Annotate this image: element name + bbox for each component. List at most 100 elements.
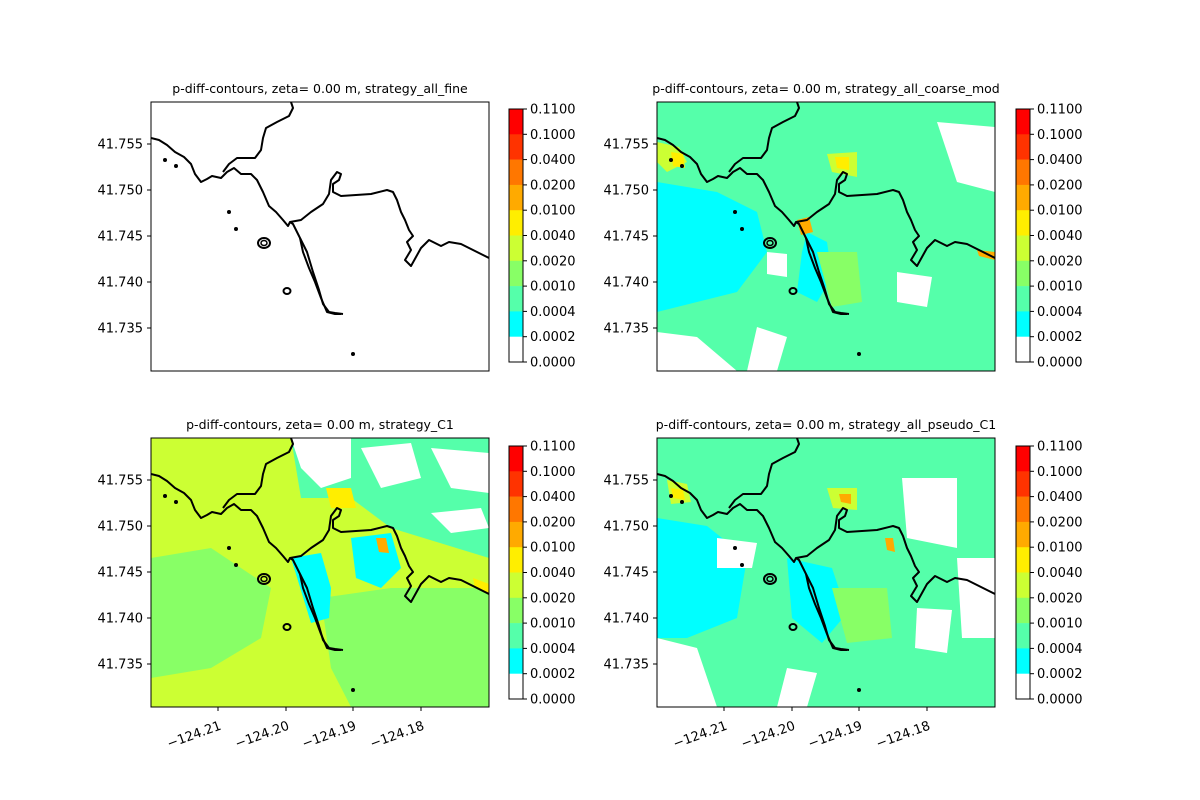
colorbar-segment (1016, 648, 1030, 674)
coastline-3 (289, 507, 489, 603)
island-small (282, 287, 292, 295)
x-tick-label: −124.21 (165, 719, 223, 752)
colorbar-label: 0.0020 (530, 254, 576, 269)
coastline-2 (728, 102, 800, 173)
colorbar-label: 0.0400 (530, 153, 576, 168)
island-dot-4 (234, 563, 238, 567)
coastline-3 (795, 171, 995, 267)
contour-region-15 (671, 152, 685, 168)
colorbar-segment (509, 623, 523, 649)
panel-title: p-diff-contours, zeta= 0.00 m, strategy_… (186, 417, 454, 432)
colorbar-label: 0.0010 (530, 280, 576, 295)
colorbar-label: 0.0004 (530, 305, 576, 320)
colorbar-label: 0.0100 (530, 541, 576, 556)
colorbar-label: 0.0100 (1037, 541, 1083, 556)
coastline-4 (805, 237, 847, 315)
colorbar-label: 0.0000 (530, 356, 576, 371)
contour-region-7 (897, 272, 932, 307)
colorbar-label: 0.1100 (1037, 103, 1083, 118)
coastline-4 (805, 573, 847, 651)
y-tick-label: 41.735 (98, 322, 144, 337)
colorbar-label: 0.1100 (530, 440, 576, 455)
colorbar-label: 0.0010 (1037, 617, 1083, 632)
colorbar-label: 0.1000 (1037, 465, 1083, 480)
colorbar-label: 0.0004 (1037, 305, 1083, 320)
colorbar-segment (1016, 184, 1030, 211)
island-ring-inner (260, 239, 268, 247)
contour-region-12 (671, 488, 685, 500)
coastline-3 (289, 171, 489, 267)
island-dot-1 (669, 158, 673, 162)
contour-fill (657, 438, 995, 707)
x-tick-label: −124.20 (233, 719, 291, 752)
panel-title: p-diff-contours, zeta= 0.00 m, strategy_… (172, 81, 468, 96)
colorbar-segment (1016, 623, 1030, 649)
coastline-1 (151, 473, 344, 651)
island-dot-3 (733, 546, 737, 550)
contour-region-9 (767, 252, 787, 277)
colorbar-segment (509, 311, 523, 337)
colorbar-segment (1016, 496, 1030, 523)
colorbar: 0.1100 0.1000 0.0400 0.0200 0.0100 0.0040 0.00… (508, 103, 576, 371)
island-dot-2 (174, 500, 178, 504)
colorbar-segment (1016, 210, 1030, 236)
contour-region-7 (291, 438, 351, 488)
colorbar-segment (509, 496, 523, 523)
panel-2: p-diff-contours, zeta= 0.00 m, strategy_… (604, 81, 1000, 372)
axes-background (151, 102, 489, 371)
colorbar-label: 0.1000 (530, 465, 576, 480)
contour-region-4 (817, 252, 862, 307)
colorbar-label: 0.1100 (530, 103, 576, 118)
y-tick-label: 41.750 (98, 520, 144, 535)
island-small (788, 287, 798, 295)
island-small (282, 623, 292, 631)
y-tick-label: 41.735 (604, 322, 650, 337)
island-dot-5 (351, 688, 355, 692)
colorbar-segment (509, 648, 523, 674)
y-tick-label: 41.745 (98, 230, 144, 245)
colorbar-segment (1016, 311, 1030, 337)
x-tick-label: −124.21 (671, 719, 729, 752)
colorbar-segment (509, 109, 523, 135)
colorbar-label: 0.0200 (530, 515, 576, 530)
island-dot-5 (351, 352, 355, 356)
y-tick-label: 41.750 (604, 520, 650, 535)
colorbar-segment (509, 446, 523, 472)
x-tick-label: −124.19 (806, 719, 864, 752)
y-tick-label: 41.740 (604, 612, 650, 627)
island-dot-4 (740, 563, 744, 567)
colorbar-segment (509, 134, 523, 160)
colorbar-label: 0.0040 (530, 566, 576, 581)
colorbar-segment (509, 184, 523, 211)
contour-fill (151, 102, 489, 371)
contour-region-4 (832, 588, 892, 643)
colorbar-label: 0.0000 (1037, 356, 1083, 371)
colorbar-label: 0.0100 (1037, 204, 1083, 219)
island-dot-4 (740, 227, 744, 231)
y-tick-label: 41.745 (98, 566, 144, 581)
colorbar-label: 0.1000 (530, 128, 576, 143)
x-tick-label: −124.19 (300, 719, 358, 752)
contour-region-9 (717, 538, 757, 568)
island-ring-inner (260, 575, 268, 583)
coastline-1 (151, 137, 344, 315)
y-tick-label: 41.740 (604, 276, 650, 291)
contour-region-7 (902, 478, 957, 548)
colorbar-label: 0.0002 (1037, 667, 1083, 682)
island-dot-3 (227, 546, 231, 550)
contour-fill (151, 438, 489, 707)
colorbar-label: 0.0010 (530, 617, 576, 632)
colorbar-label: 0.0040 (530, 229, 576, 244)
coastline-4 (299, 573, 341, 651)
colorbar-segment (1016, 547, 1030, 573)
y-tick-label: 41.755 (604, 474, 650, 489)
island-dot-2 (680, 164, 684, 168)
colorbar-label: 0.0020 (1037, 254, 1083, 269)
colorbar-label: 0.0020 (530, 591, 576, 606)
colorbar-segment (1016, 521, 1030, 548)
colorbar-segment (1016, 134, 1030, 160)
contour-region-10 (431, 508, 489, 533)
island-small (788, 623, 798, 631)
coastline-4 (299, 237, 341, 315)
